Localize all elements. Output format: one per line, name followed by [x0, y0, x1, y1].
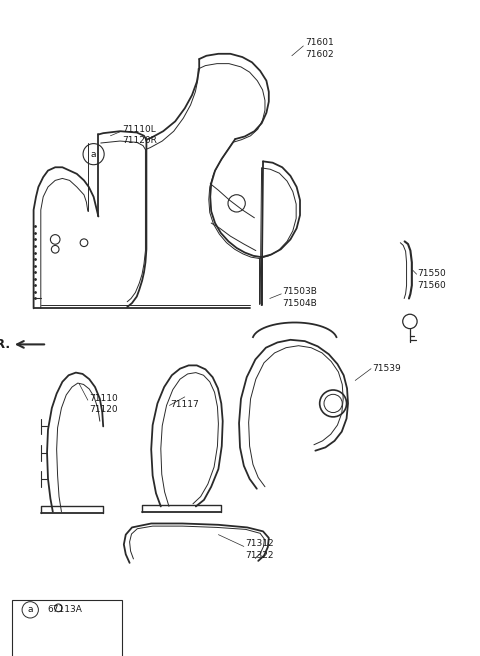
Bar: [12, 600, 122, 656]
Text: 71503B
71504B: 71503B 71504B: [282, 287, 317, 308]
Text: 71550
71560: 71550 71560: [418, 269, 446, 290]
Text: 71312
71322: 71312 71322: [245, 539, 274, 560]
Text: 71110L
71120R: 71110L 71120R: [122, 125, 157, 146]
Text: 71601
71602: 71601 71602: [305, 38, 334, 59]
Text: 71110
71120: 71110 71120: [89, 394, 118, 415]
Text: a: a: [27, 605, 33, 614]
Text: a: a: [91, 150, 96, 159]
Text: 71117: 71117: [170, 400, 199, 409]
Text: FR.: FR.: [0, 338, 11, 351]
Text: 71539: 71539: [372, 364, 401, 373]
Text: 67113A: 67113A: [47, 605, 82, 614]
